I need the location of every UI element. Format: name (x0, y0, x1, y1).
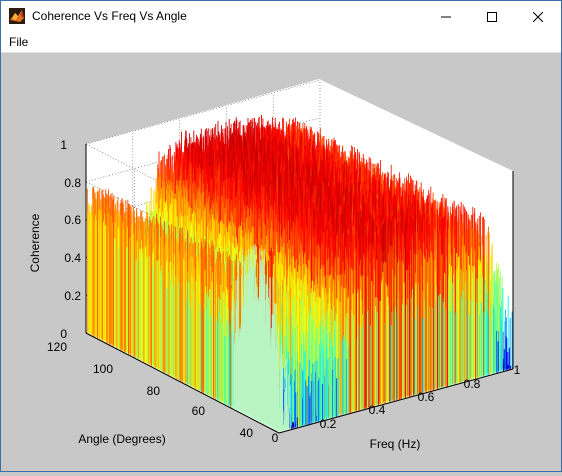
close-button[interactable] (515, 1, 561, 32)
minimize-icon (441, 12, 451, 22)
surface-plot[interactable]: 0 0.2 0.4 0.6 0.8 1 Coherence 120 100 80… (1, 53, 561, 471)
menu-file[interactable]: File (9, 35, 28, 49)
matlab-logo-icon (9, 8, 25, 24)
title-bar[interactable]: Coherence Vs Freq Vs Angle (1, 1, 561, 32)
window-title: Coherence Vs Freq Vs Angle (32, 9, 187, 23)
minimize-button[interactable] (423, 1, 469, 32)
figure-area: 0 0.2 0.4 0.6 0.8 1 Coherence 120 100 80… (1, 53, 561, 471)
maximize-icon (487, 12, 497, 22)
close-icon (533, 12, 543, 22)
menu-bar: File (1, 32, 561, 53)
maximize-button[interactable] (469, 1, 515, 32)
